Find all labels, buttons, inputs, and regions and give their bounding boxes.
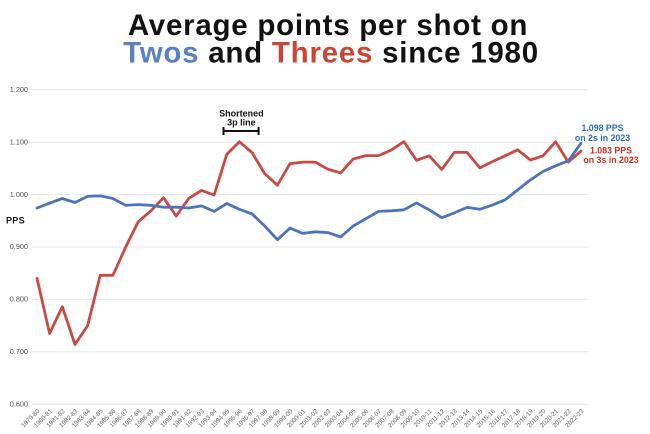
svg-text:1.000: 1.000 (10, 190, 28, 199)
svg-text:1.083 PPS: 1.083 PPS (590, 146, 632, 156)
svg-text:on 3s in 2023: on 3s in 2023 (583, 155, 638, 165)
svg-text:1.200: 1.200 (10, 85, 28, 94)
svg-text:0.700: 0.700 (10, 347, 28, 356)
svg-text:1.100: 1.100 (10, 137, 28, 146)
svg-text:on 2s in 2023: on 2s in 2023 (575, 133, 630, 143)
svg-text:0.600: 0.600 (10, 399, 28, 408)
svg-text:PPS: PPS (6, 216, 25, 226)
svg-text:0.800: 0.800 (10, 295, 28, 304)
svg-text:Twos and Threes since 1980: Twos and Threes since 1980 (123, 36, 539, 69)
svg-text:3p line: 3p line (227, 117, 256, 127)
svg-text:Shortened: Shortened (219, 108, 264, 118)
svg-text:Average points per shot on: Average points per shot on (128, 9, 528, 42)
svg-text:1.098 PPS: 1.098 PPS (581, 123, 623, 133)
svg-text:0.900: 0.900 (10, 242, 28, 251)
